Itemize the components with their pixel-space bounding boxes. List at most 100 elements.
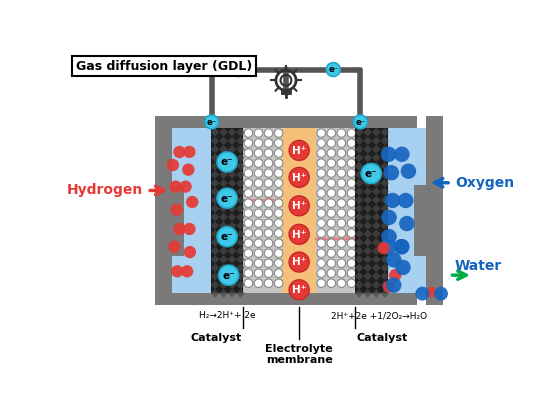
Circle shape (326, 63, 340, 76)
Polygon shape (228, 128, 237, 136)
Circle shape (244, 199, 253, 207)
Polygon shape (381, 145, 389, 154)
Circle shape (377, 242, 390, 254)
Polygon shape (228, 145, 237, 154)
Polygon shape (237, 128, 245, 136)
Bar (172, 185, 185, 256)
Polygon shape (372, 187, 381, 196)
Circle shape (337, 249, 345, 258)
Circle shape (275, 129, 283, 137)
Circle shape (317, 129, 325, 137)
Polygon shape (363, 179, 372, 187)
Circle shape (244, 169, 253, 177)
Circle shape (327, 159, 335, 167)
Bar (414, 185, 426, 256)
Polygon shape (237, 136, 245, 145)
Circle shape (317, 149, 325, 157)
Polygon shape (219, 162, 228, 170)
Text: e⁻: e⁻ (221, 194, 233, 204)
Circle shape (289, 252, 309, 272)
Polygon shape (219, 255, 228, 264)
Circle shape (264, 229, 273, 238)
Text: H⁺: H⁺ (292, 146, 306, 156)
Polygon shape (355, 213, 363, 221)
Polygon shape (381, 255, 389, 264)
Circle shape (386, 278, 401, 293)
Text: Hydrogen: Hydrogen (67, 184, 143, 198)
Circle shape (327, 149, 335, 157)
Polygon shape (219, 213, 228, 221)
Polygon shape (381, 272, 389, 280)
Circle shape (275, 229, 283, 238)
Circle shape (347, 139, 356, 147)
Polygon shape (363, 136, 372, 145)
Circle shape (254, 229, 263, 238)
Circle shape (394, 239, 410, 254)
Bar (155, 116, 172, 305)
Circle shape (347, 169, 356, 177)
Text: e⁻: e⁻ (221, 232, 233, 242)
Polygon shape (228, 289, 237, 298)
Circle shape (174, 223, 186, 235)
Polygon shape (372, 170, 381, 179)
Circle shape (327, 239, 335, 248)
Polygon shape (228, 154, 237, 162)
Circle shape (337, 239, 345, 248)
Polygon shape (381, 136, 389, 145)
Circle shape (254, 129, 263, 137)
Polygon shape (211, 280, 219, 289)
Circle shape (399, 216, 415, 231)
Polygon shape (381, 128, 389, 136)
Circle shape (347, 199, 356, 207)
Polygon shape (355, 187, 363, 196)
Polygon shape (211, 187, 219, 196)
Bar (172, 128, 211, 293)
Circle shape (167, 159, 179, 171)
Circle shape (244, 269, 253, 278)
Circle shape (254, 169, 263, 177)
Text: 2H⁺+2e +1/2O₂→H₂O: 2H⁺+2e +1/2O₂→H₂O (331, 311, 427, 320)
Circle shape (317, 179, 325, 187)
Polygon shape (219, 179, 228, 187)
Polygon shape (237, 170, 245, 179)
Circle shape (244, 229, 253, 238)
Circle shape (337, 219, 345, 228)
Polygon shape (211, 128, 219, 136)
Circle shape (426, 287, 437, 298)
Circle shape (337, 189, 345, 197)
Circle shape (347, 239, 356, 248)
Circle shape (434, 287, 448, 300)
Circle shape (182, 164, 195, 176)
Polygon shape (219, 289, 228, 298)
Polygon shape (237, 272, 245, 280)
Polygon shape (355, 264, 363, 272)
Circle shape (337, 199, 345, 207)
Polygon shape (228, 170, 237, 179)
Circle shape (327, 269, 335, 278)
Polygon shape (381, 221, 389, 230)
Circle shape (275, 139, 283, 147)
Circle shape (337, 159, 345, 167)
Polygon shape (228, 204, 237, 213)
Circle shape (389, 269, 401, 281)
Polygon shape (363, 255, 372, 264)
Circle shape (264, 199, 273, 207)
Polygon shape (228, 272, 237, 280)
Circle shape (394, 239, 409, 254)
Circle shape (275, 239, 283, 248)
Circle shape (170, 180, 182, 193)
Circle shape (289, 196, 309, 216)
Circle shape (317, 199, 325, 207)
Circle shape (254, 149, 263, 157)
Circle shape (254, 219, 263, 228)
Polygon shape (381, 154, 389, 162)
Circle shape (254, 259, 263, 268)
Circle shape (347, 259, 356, 268)
Circle shape (347, 129, 356, 137)
Circle shape (174, 146, 186, 158)
Circle shape (337, 139, 345, 147)
Circle shape (183, 146, 196, 158)
Text: H₂→2H⁺+ 2e: H₂→2H⁺+ 2e (199, 311, 256, 320)
Polygon shape (219, 136, 228, 145)
Polygon shape (381, 289, 389, 298)
